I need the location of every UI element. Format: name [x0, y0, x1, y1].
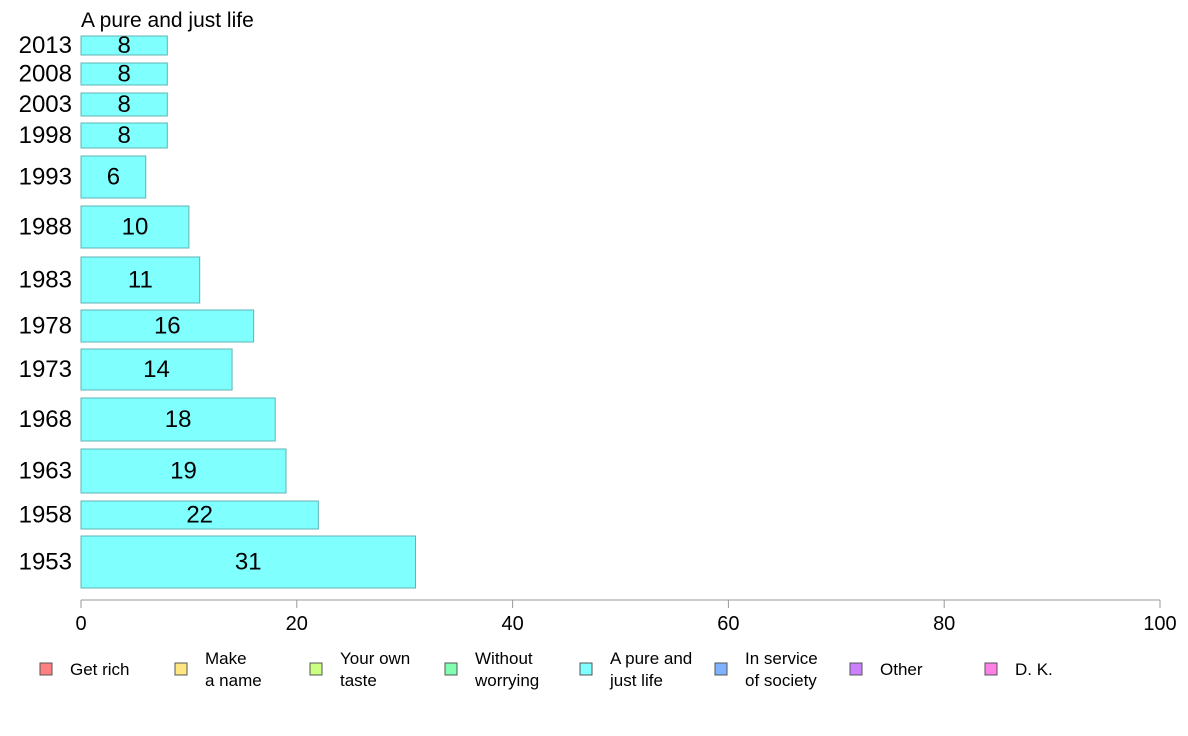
value-label-1993: 6: [107, 164, 120, 191]
bar-1993: [80, 155, 147, 199]
legend-label: Make a name: [205, 649, 262, 690]
value-label-1968: 18: [165, 406, 192, 433]
x-tick-label-100: 100: [1143, 613, 1176, 635]
legend-swatch: [714, 662, 728, 676]
bar-1988: [80, 205, 190, 249]
legend-item-1: Make a name: [174, 649, 262, 690]
category-label-1958: 1958: [19, 502, 72, 529]
value-label-1958: 22: [186, 502, 213, 529]
category-label-1998: 1998: [19, 122, 72, 149]
category-label-1978: 1978: [19, 313, 72, 340]
chart-title: A pure and just life: [81, 9, 254, 32]
legend-item-0: Get rich: [39, 660, 130, 679]
legend: Get rich Make a name Your own taste Without wo…: [39, 649, 1053, 690]
category-label-2013: 2013: [19, 32, 72, 59]
bars-group: [80, 35, 416, 589]
value-label-1978: 16: [154, 313, 181, 340]
category-label-1963: 1963: [19, 458, 72, 485]
legend-item-2: Your own taste: [309, 649, 410, 690]
legend-label: A pure and just life: [609, 649, 692, 690]
bar-1973: [80, 348, 233, 391]
legend-item-4: A pure and just life: [579, 649, 692, 690]
legend-swatch: [579, 662, 593, 676]
bar-2013: [80, 35, 168, 56]
value-label-1998: 8: [117, 122, 130, 149]
legend-item-3: Without worrying: [444, 649, 539, 690]
value-label-2008: 8: [117, 61, 130, 88]
category-label-1973: 1973: [19, 356, 72, 383]
bar-2008: [80, 62, 168, 86]
bar-1998: [80, 122, 168, 149]
category-label-2003: 2003: [19, 91, 72, 118]
bar-1983: [80, 256, 201, 304]
category-label-1993: 1993: [19, 164, 72, 191]
category-label-1988: 1988: [19, 214, 72, 241]
legend-swatch: [309, 662, 323, 676]
legend-label: In service of society: [745, 649, 818, 690]
legend-swatch: [39, 662, 53, 676]
bar-1958: [80, 500, 319, 530]
legend-item-7: D. K.: [984, 660, 1053, 679]
x-tick-label-40: 40: [501, 613, 523, 635]
legend-swatch: [984, 662, 998, 676]
legend-swatch: [849, 662, 863, 676]
legend-item-5: In service of society: [714, 649, 818, 690]
x-tick-label-80: 80: [933, 613, 955, 635]
legend-label: Other: [880, 660, 923, 679]
legend-swatch: [174, 662, 188, 676]
value-label-2003: 8: [117, 91, 130, 118]
value-label-1963: 19: [170, 458, 197, 485]
value-label-1953: 31: [235, 549, 262, 576]
legend-item-6: Other: [849, 660, 923, 679]
legend-label: Your own taste: [340, 649, 410, 690]
legend-swatch: [444, 662, 458, 676]
legend-label: Without worrying: [474, 649, 539, 690]
category-label-1983: 1983: [19, 267, 72, 294]
category-label-1968: 1968: [19, 406, 72, 433]
category-label-2008: 2008: [19, 61, 72, 88]
value-label-1988: 10: [122, 214, 149, 241]
value-label-2013: 8: [117, 32, 130, 59]
bar-1978: [80, 309, 255, 343]
bar-2003: [80, 92, 168, 117]
bar-1963: [80, 448, 287, 494]
value-label-1983: 11: [128, 267, 153, 294]
bar-1968: [80, 397, 276, 442]
legend-label: Get rich: [70, 660, 130, 679]
x-tick-label-0: 0: [75, 613, 86, 635]
x-tick-label-20: 20: [286, 613, 308, 635]
legend-label: D. K.: [1015, 660, 1053, 679]
bar-1953: [80, 535, 416, 589]
x-axis: 0 20 40 60 80 100: [75, 599, 1177, 635]
value-label-1973: 14: [143, 356, 170, 383]
x-tick-label-60: 60: [717, 613, 739, 635]
category-label-1953: 1953: [19, 549, 72, 576]
